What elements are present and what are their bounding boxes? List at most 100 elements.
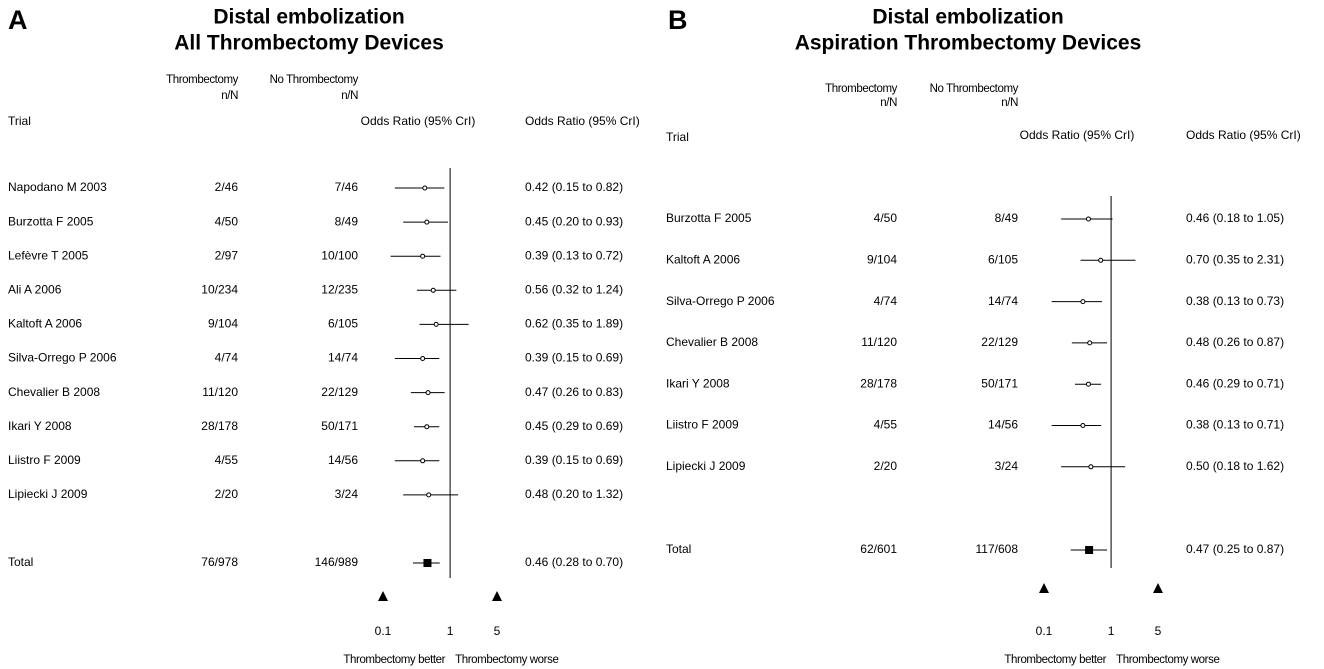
treatment-count: 9/104 (208, 317, 238, 331)
column-header: Trial (666, 130, 689, 144)
treatment-count: 4/50 (215, 214, 239, 228)
total-estimate (1085, 546, 1094, 554)
treatment-count: 11/120 (861, 335, 897, 349)
estimate-label: 0.45 (0.29 to 0.69) (525, 419, 623, 433)
trial-label: Kaltoft A 2006 (666, 252, 740, 266)
trial-label: Ikari Y 2008 (666, 376, 730, 390)
treatment-count: 2/46 (215, 180, 239, 194)
axis-end-marker (492, 591, 502, 601)
point-estimate (1080, 423, 1086, 428)
estimate-label: 0.47 (0.25 to 0.87) (1186, 542, 1284, 556)
control-count: 117/608 (976, 542, 1019, 556)
trial-label: Lipiecki J 2009 (8, 487, 88, 501)
treatment-count: 2/97 (215, 248, 239, 262)
x-tick-label: 0.1 (1036, 624, 1053, 638)
control-count: 6/105 (988, 252, 1018, 266)
trial-label: Burzotta F 2005 (666, 211, 752, 225)
estimate-label: 0.48 (0.26 to 0.87) (1186, 335, 1284, 349)
control-count: 50/171 (981, 376, 1018, 390)
point-estimate (420, 253, 426, 259)
point-estimate (420, 356, 426, 361)
total-estimate (423, 559, 432, 567)
trial-label: Silva-Orrego P 2006 (8, 351, 117, 365)
treatment-count: 4/55 (874, 418, 898, 432)
column-header: Trial (8, 114, 31, 128)
control-count: 14/74 (988, 294, 1018, 308)
column-header: Thrombectomy (166, 74, 239, 86)
control-count: 10/100 (321, 248, 358, 262)
treatment-count: 4/74 (874, 294, 898, 308)
trial-label: Chevalier B 2008 (666, 335, 758, 349)
point-estimate (425, 390, 431, 396)
x-label: Thrombectomy worse (1116, 654, 1219, 666)
column-header: n/N (341, 90, 358, 102)
control-count: 3/24 (335, 487, 359, 501)
control-count: 14/56 (328, 453, 358, 467)
x-label: Thrombectomy worse (455, 654, 558, 666)
column-header: No Thrombectomy (930, 83, 1019, 95)
column-header: n/N (221, 90, 238, 102)
trial-label: Liistro F 2009 (666, 418, 739, 432)
x-label: Thrombectomy better (1004, 654, 1106, 666)
chart-title: Distal embolization (213, 6, 404, 29)
treatment-count: 62/601 (860, 542, 897, 556)
estimate-label: 0.38 (0.13 to 0.71) (1186, 418, 1284, 432)
trial-label: Kaltoft A 2006 (8, 317, 82, 331)
x-tick-label: 5 (1155, 624, 1162, 638)
point-estimate (1087, 340, 1093, 346)
point-estimate (1085, 216, 1091, 222)
column-header: n/N (880, 97, 897, 109)
estimate-label: 0.46 (0.28 to 0.70) (525, 555, 623, 569)
estimate-label: 0.50 (0.18 to 1.62) (1186, 459, 1284, 473)
point-estimate (424, 219, 430, 225)
x-tick-label: 1 (1108, 624, 1115, 638)
control-count: 22/129 (321, 385, 358, 399)
point-estimate (1080, 299, 1086, 305)
chart-subtitle: Aspiration Thrombectomy Devices (795, 32, 1142, 55)
x-tick-label: 5 (494, 624, 501, 638)
trial-label: Liistro F 2009 (8, 453, 81, 467)
control-count: 8/49 (995, 211, 1019, 225)
column-header: Thrombectomy (825, 83, 898, 95)
estimate-label: 0.46 (0.18 to 1.05) (1186, 211, 1284, 225)
axis-end-marker (1153, 583, 1163, 593)
treatment-count: 4/74 (215, 351, 239, 365)
chart-title: Distal embolization (872, 6, 1063, 29)
trial-label: Chevalier B 2008 (8, 385, 100, 399)
trial-label: Napodano M 2003 (8, 180, 107, 194)
control-count: 146/989 (315, 555, 359, 569)
estimate-label: 0.70 (0.35 to 2.31) (1186, 252, 1284, 266)
point-estimate (422, 185, 428, 191)
estimate-label: 0.46 (0.29 to 0.71) (1186, 376, 1284, 390)
point-estimate (1088, 464, 1094, 470)
chart-subtitle: All Thrombectomy Devices (174, 32, 444, 55)
point-estimate (420, 458, 426, 464)
control-count: 14/74 (328, 351, 358, 365)
estimate-label: 0.39 (0.15 to 0.69) (525, 351, 623, 365)
control-count: 50/171 (321, 419, 358, 433)
estimate-label: 0.42 (0.15 to 0.82) (525, 180, 623, 194)
trial-label: Lefèvre T 2005 (8, 248, 89, 262)
total-label: Total (666, 542, 691, 556)
treatment-count: 4/55 (215, 453, 239, 467)
point-estimate (1085, 381, 1091, 387)
treatment-count: 9/104 (867, 252, 897, 266)
point-estimate (430, 287, 436, 293)
estimate-label: 0.39 (0.15 to 0.69) (525, 453, 623, 467)
trial-label: Ali A 2006 (8, 282, 62, 296)
control-count: 14/56 (988, 418, 1018, 432)
estimate-label: 0.39 (0.13 to 0.72) (525, 248, 623, 262)
trial-label: Ikari Y 2008 (8, 419, 72, 433)
x-label: Thrombectomy better (343, 654, 445, 666)
estimate-label: 0.38 (0.13 to 0.73) (1186, 294, 1284, 308)
estimate-label: 0.56 (0.32 to 1.24) (525, 282, 623, 296)
control-count: 6/105 (328, 317, 358, 331)
estimate-label: 0.62 (0.35 to 1.89) (525, 317, 623, 331)
column-header: n/N (1001, 97, 1018, 109)
treatment-count: 10/234 (201, 282, 238, 296)
treatment-count: 4/50 (874, 211, 898, 225)
point-estimate (433, 321, 439, 327)
estimate-label: 0.45 (0.20 to 0.93) (525, 214, 623, 228)
